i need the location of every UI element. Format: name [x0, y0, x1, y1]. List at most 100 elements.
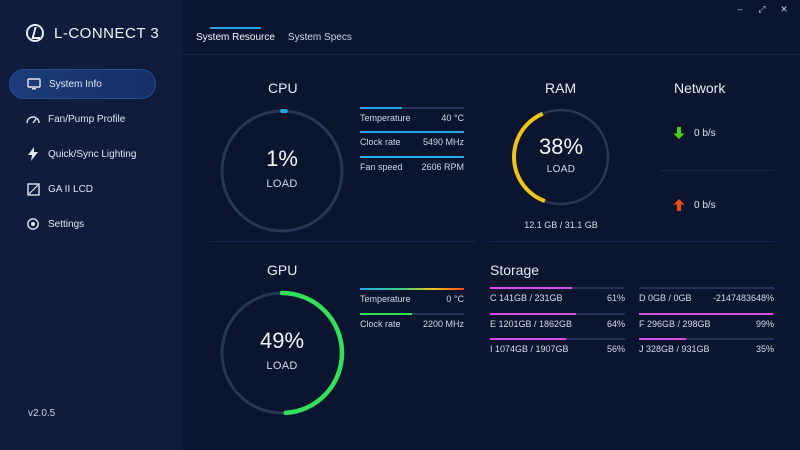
tab-divider: [183, 54, 800, 55]
gpu-gauge-ring: [219, 290, 345, 416]
drive-usage-bar: [490, 338, 566, 340]
gear-icon: [26, 217, 40, 231]
gpu-temperature-bar: [360, 288, 464, 290]
sidebar: L-CONNECT 3 System Info Fan/Pump Profile…: [0, 0, 183, 450]
gpu-title: GPU: [267, 262, 298, 278]
stat-label: Temperature: [360, 113, 411, 123]
storage-title: Storage: [490, 262, 540, 278]
drive-label: F 296GB / 298GB: [639, 319, 711, 329]
drive-usage-bar: [639, 313, 773, 315]
stat-label: Clock rate: [360, 137, 401, 147]
cpu-temperature-bar: [360, 107, 402, 109]
gpu-load-label: LOAD: [266, 360, 298, 372]
tab-system-specs[interactable]: System Specs: [287, 32, 352, 43]
cpu-clock-rate-stat: Clock rate 5490 MHz: [360, 131, 464, 156]
ram-usage: 12.1 GB / 31.1 GB: [524, 220, 598, 230]
drive-label: J 328GB / 931GB: [639, 344, 710, 354]
storage-drive-d: D 0GB / 0GB -2147483648%: [639, 287, 774, 309]
gpu-temperature-stat: Temperature 0 °C: [360, 288, 464, 313]
drive-percent: 61%: [606, 293, 625, 303]
sidebar-item-fan-pump-profile[interactable]: Fan/Pump Profile: [9, 104, 156, 134]
drive-percent: 99%: [755, 319, 774, 329]
download-rate: 0 b/s: [694, 127, 716, 139]
sidebar-item-system-info[interactable]: System Info: [9, 69, 156, 99]
sidebar-item-label: System Info: [49, 78, 102, 90]
drive-usage-bar: [490, 287, 573, 289]
cpu-load-arc: [220, 109, 344, 233]
app-version: v2.0.5: [28, 408, 56, 419]
sidebar-item-label: GA II LCD: [48, 183, 94, 195]
arrow-up-icon: [673, 199, 685, 211]
sidebar-item-settings[interactable]: Settings: [9, 209, 156, 239]
storage-drive-f: F 296GB / 298GB 99%: [639, 313, 774, 335]
fan-icon: [26, 112, 40, 126]
sidebar-item-label: Fan/Pump Profile: [48, 113, 126, 125]
network-divider: [660, 170, 774, 171]
ram-load-arc: [512, 108, 610, 206]
network-download: 0 b/s: [672, 126, 716, 140]
close-icon[interactable]: ✕: [780, 4, 788, 14]
app-name: L-CONNECT 3: [54, 24, 160, 42]
stat-value: 2606 RPM: [421, 162, 464, 172]
drive-label: E 1201GB / 1862GB: [490, 319, 573, 329]
ram-gauge-ring: [512, 108, 610, 206]
stat-value: 0 °C: [446, 294, 464, 304]
drive-label: I 1074GB / 1907GB: [490, 344, 569, 354]
gpu-load-arc: [219, 290, 345, 416]
cpu-temperature-stat: Temperature 40 °C: [360, 107, 464, 132]
gpu-clock-rate-stat: Clock rate 2200 MHz: [360, 313, 464, 338]
storage-drive-e: E 1201GB / 1862GB 64%: [490, 313, 625, 335]
minimize-icon[interactable]: –: [737, 4, 743, 14]
drive-usage-bar: [490, 313, 577, 315]
lightning-icon: [26, 147, 40, 161]
stat-value: 5490 MHz: [422, 137, 464, 147]
drive-label: C 141GB / 231GB: [490, 293, 563, 303]
cpu-fan-speed-stat: Fan speed 2606 RPM: [360, 156, 464, 181]
sidebar-item-quick-sync-lighting[interactable]: Quick/Sync Lighting: [9, 139, 156, 169]
cpu-gauge-ring: [220, 109, 344, 233]
sidebar-item-label: Settings: [48, 218, 85, 230]
ram-load-value: 38%: [538, 134, 584, 159]
cpu-fan-speed-bar: [360, 156, 464, 158]
ram-gauge: 38% LOAD: [512, 108, 610, 206]
cpu-load-label: LOAD: [266, 178, 298, 190]
gpu-load-value: 49%: [259, 328, 305, 353]
section-divider: [490, 241, 774, 242]
app-logo: L-CONNECT 3: [26, 24, 159, 42]
stat-value: 2200 MHz: [422, 319, 464, 329]
stat-label: Fan speed: [360, 162, 403, 172]
stat-label: Temperature: [360, 294, 411, 304]
stat-value: 40 °C: [441, 113, 464, 123]
drive-percent: 35%: [755, 344, 774, 354]
tab-bar: System Resource System Specs: [196, 27, 352, 49]
gpu-clock-rate-bar: [360, 313, 412, 315]
drive-percent: 64%: [606, 319, 625, 329]
cpu-gauge: 1% LOAD: [219, 108, 345, 234]
monitor-icon: [27, 77, 41, 91]
lian-li-logo-icon: [26, 24, 44, 42]
upload-rate: 0 b/s: [694, 199, 716, 211]
maximize-icon[interactable]: ⤢: [758, 4, 766, 14]
drive-percent: -2147483648%: [712, 293, 774, 303]
ram-title: RAM: [545, 80, 577, 96]
ram-load-label: LOAD: [546, 164, 576, 175]
storage-drive-j: J 328GB / 931GB 35%: [639, 338, 774, 360]
tab-system-resource[interactable]: System Resource: [196, 27, 275, 49]
cpu-load-value: 1%: [266, 146, 298, 171]
storage-drive-c: C 141GB / 231GB 61%: [490, 287, 625, 309]
network-upload: 0 b/s: [672, 198, 716, 212]
gpu-gauge: 49% LOAD: [219, 290, 345, 416]
window-controls: – ⤢ ✕: [734, 4, 790, 15]
section-divider: [210, 241, 475, 242]
drive-percent: 56%: [606, 344, 625, 354]
arrow-down-icon: [673, 127, 685, 139]
drive-usage-bar: [639, 338, 687, 340]
cpu-clock-rate-bar: [360, 131, 464, 133]
network-title: Network: [674, 80, 726, 96]
cpu-title: CPU: [268, 80, 298, 96]
sidebar-item-label: Quick/Sync Lighting: [48, 148, 137, 160]
sidebar-item-ga-ii-lcd[interactable]: GA II LCD: [9, 174, 156, 204]
storage-drive-i: I 1074GB / 1907GB 56%: [490, 338, 625, 360]
lcd-icon: [26, 182, 40, 196]
drive-label: D 0GB / 0GB: [639, 293, 692, 303]
